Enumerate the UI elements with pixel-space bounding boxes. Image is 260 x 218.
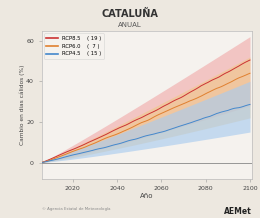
Legend: RCP8.5    ( 19 ), RCP6.0    (  7 ), RCP4.5    ( 15 ): RCP8.5 ( 19 ), RCP6.0 ( 7 ), RCP4.5 ( 15… [44,34,104,59]
Text: AEMet: AEMet [224,207,252,216]
Text: CATALUÑA: CATALUÑA [102,9,158,19]
Text: © Agencia Estatal de Meteorología: © Agencia Estatal de Meteorología [42,207,110,211]
Y-axis label: Cambio en dias cálidos (%): Cambio en dias cálidos (%) [19,64,25,145]
X-axis label: Año: Año [140,193,154,199]
Text: ANUAL: ANUAL [118,22,142,28]
